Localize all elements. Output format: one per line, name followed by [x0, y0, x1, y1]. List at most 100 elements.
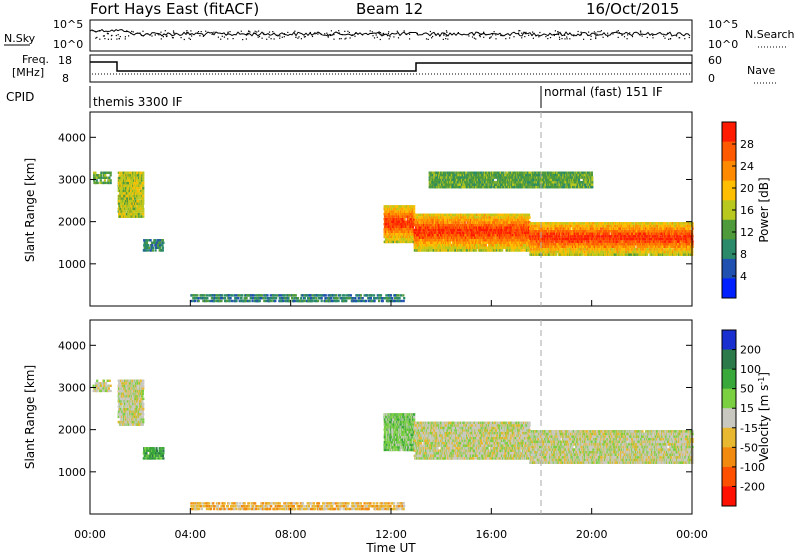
heatmap-cell	[457, 223, 460, 227]
heatmap-cell	[139, 171, 142, 174]
nsearch-point	[242, 39, 244, 41]
nsearch-point	[229, 31, 231, 33]
nsearch-point	[298, 36, 300, 38]
heatmap-cell	[140, 215, 144, 218]
nsearch-point	[679, 37, 681, 39]
nsearch-point	[95, 37, 97, 39]
nsearch-point	[329, 34, 332, 37]
heatmap-cell	[139, 187, 142, 190]
nsearch-point	[483, 36, 485, 38]
heatmap-cell	[455, 228, 458, 232]
nsky-label: N.Sky	[4, 32, 36, 45]
heatmap-cell	[521, 228, 524, 232]
heatmap-cell	[449, 221, 452, 224]
heatmap-cell	[456, 239, 459, 242]
heatmap-cell	[508, 221, 511, 224]
heatmap-cell	[432, 228, 435, 232]
nsearch-point	[549, 37, 552, 39]
nsearch-point	[373, 37, 376, 39]
heatmap-cell	[482, 218, 485, 222]
nsearch-point	[186, 30, 188, 32]
nsearch-point	[221, 35, 223, 37]
heatmap-cell	[401, 238, 404, 241]
nsearch-point	[396, 30, 398, 32]
heatmap-cell	[534, 240, 537, 243]
heatmap-cell	[140, 210, 143, 213]
heatmap-cell	[402, 218, 405, 221]
nsearch-point	[468, 35, 470, 37]
nsearch-point	[588, 31, 590, 33]
heatmap-cell	[134, 176, 137, 180]
nsearch-point	[382, 32, 385, 34]
heatmap-cell	[534, 230, 538, 233]
nsearch-point	[261, 37, 263, 39]
heatmap-cell	[476, 234, 479, 237]
nsearch-point	[489, 37, 491, 39]
heatmap-cell	[161, 249, 164, 252]
heatmap-cell	[490, 223, 493, 227]
nsearch-point	[457, 32, 459, 34]
heatmap-cell	[507, 226, 510, 229]
heatmap-cell	[137, 212, 140, 216]
nsearch-point	[518, 30, 520, 32]
heatmap-cell	[510, 244, 513, 247]
heatmap-cell	[500, 231, 503, 234]
heatmap-cell	[143, 239, 146, 242]
heatmap-cell	[547, 243, 550, 246]
heatmap-cell	[506, 244, 509, 247]
heatmap-cell	[516, 221, 519, 224]
nsearch-point	[429, 30, 431, 33]
heatmap-cell	[154, 249, 157, 252]
heatmap-cell	[142, 174, 145, 177]
heatmap-cell	[413, 207, 416, 211]
heatmap-cell	[526, 246, 529, 249]
heatmap-cell	[388, 207, 391, 211]
heatmap-cell	[406, 240, 409, 244]
nsearch-point	[96, 36, 98, 38]
heatmap-cell	[528, 213, 531, 217]
heatmap-cell	[124, 207, 128, 211]
heatmap-cell	[436, 231, 439, 234]
heatmap-cell	[119, 212, 122, 216]
heatmap-cell	[452, 216, 455, 219]
heatmap-cell	[124, 171, 128, 174]
nsearch-point	[211, 33, 213, 35]
heatmap-cell	[413, 210, 416, 213]
nsearch-point	[347, 30, 349, 32]
nsearch-point	[381, 33, 383, 35]
heatmap-cell	[392, 215, 395, 218]
nsearch-point	[173, 32, 175, 35]
nsearch-point	[295, 36, 297, 38]
heatmap-cell	[125, 184, 128, 187]
heatmap-cell	[491, 216, 494, 219]
heatmap-cell	[134, 205, 137, 208]
heatmap-cell	[152, 241, 155, 244]
heatmap-cell	[106, 171, 109, 174]
heatmap-cell	[463, 221, 466, 224]
heatmap-cell	[130, 181, 133, 185]
noise-traces	[89, 28, 691, 41]
nsearch-point	[188, 37, 190, 39]
nsearch-point	[164, 30, 166, 32]
heatmap-cell	[98, 174, 101, 177]
heatmap-cell	[103, 179, 106, 182]
nsearch-point	[348, 31, 350, 34]
heatmap-cell	[528, 216, 531, 219]
nsearch-point	[202, 35, 204, 37]
heatmap-cell	[518, 231, 522, 234]
heatmap-cell	[109, 181, 112, 185]
heatmap-cell	[434, 231, 437, 234]
heatmap-cell	[471, 213, 474, 217]
heatmap-cell	[151, 249, 154, 252]
heatmap-cell	[499, 216, 502, 219]
heatmap-cell	[426, 236, 429, 239]
heatmap-cell	[545, 224, 548, 228]
nsearch-point	[126, 30, 128, 32]
heatmap-cell	[142, 171, 145, 174]
nsearch-point	[595, 37, 597, 40]
heatmap-cell	[124, 202, 127, 205]
nsearch-point	[314, 32, 316, 34]
heatmap-cell	[414, 213, 417, 217]
heatmap-cell	[137, 189, 140, 193]
heatmap-cell	[486, 234, 489, 237]
